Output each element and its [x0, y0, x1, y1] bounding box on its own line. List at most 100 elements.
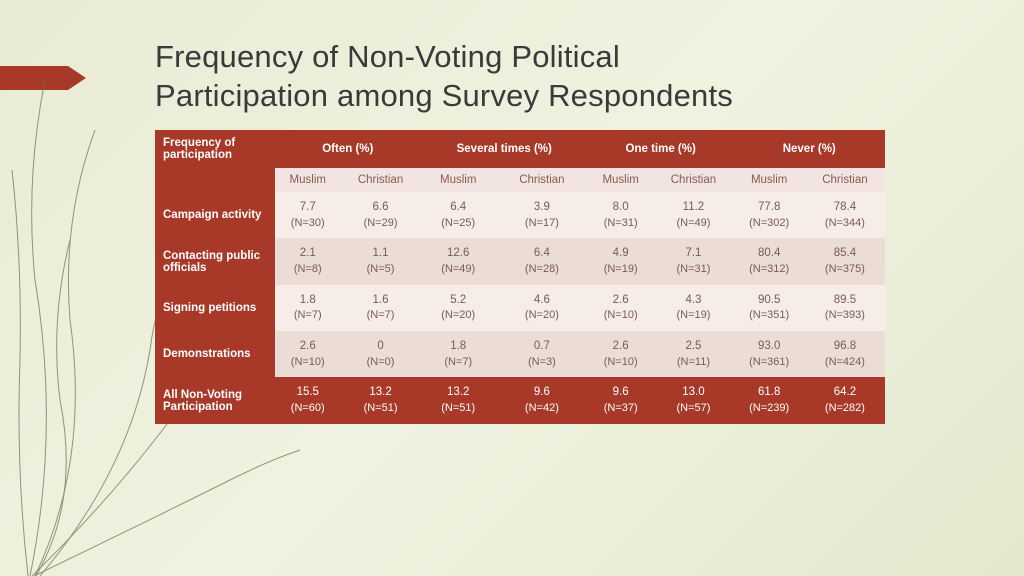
cell-percent: 93.0	[735, 339, 802, 355]
data-cell: 13.2(N=51)	[421, 377, 496, 423]
cell-n: (N=302)	[735, 216, 802, 231]
cell-percent: 9.6	[498, 385, 586, 401]
cell-n: (N=10)	[277, 355, 339, 370]
cell-n: (N=37)	[590, 401, 652, 416]
cell-n: (N=10)	[590, 355, 652, 370]
cell-percent: 2.6	[590, 339, 652, 355]
cell-n: (N=424)	[807, 355, 883, 370]
subcol: Muslim	[733, 168, 804, 192]
row-label: Contacting public officials	[155, 238, 275, 284]
data-cell: 7.7(N=30)	[275, 192, 341, 238]
cell-percent: 64.2	[807, 385, 883, 401]
cell-n: (N=31)	[655, 262, 731, 277]
cell-percent: 2.1	[277, 246, 339, 262]
data-cell: 1.8(N=7)	[275, 285, 341, 331]
data-cell: 4.9(N=19)	[588, 238, 654, 284]
data-cell: 77.8(N=302)	[733, 192, 804, 238]
cell-percent: 96.8	[807, 339, 883, 355]
data-cell: 13.0(N=57)	[653, 377, 733, 423]
cell-percent: 1.6	[343, 293, 419, 309]
data-cell: 1.1(N=5)	[341, 238, 421, 284]
cell-n: (N=49)	[655, 216, 731, 231]
cell-n: (N=25)	[423, 216, 494, 231]
col-group-never: Never (%)	[733, 130, 885, 168]
subcol: Muslim	[275, 168, 341, 192]
cell-n: (N=7)	[343, 308, 419, 323]
cell-percent: 7.1	[655, 246, 731, 262]
corner-label: Frequency of participation	[155, 130, 275, 168]
cell-percent: 6.4	[423, 200, 494, 216]
table-row: Demonstrations2.6(N=10)0(N=0)1.8(N=7)0.7…	[155, 331, 885, 377]
cell-percent: 89.5	[807, 293, 883, 309]
data-cell: 12.6(N=49)	[421, 238, 496, 284]
data-cell: 1.8(N=7)	[421, 331, 496, 377]
data-cell: 0.7(N=3)	[496, 331, 588, 377]
cell-percent: 4.9	[590, 246, 652, 262]
cell-n: (N=51)	[423, 401, 494, 416]
col-group-often: Often (%)	[275, 130, 421, 168]
data-cell: 64.2(N=282)	[805, 377, 885, 423]
data-cell: 7.1(N=31)	[653, 238, 733, 284]
cell-n: (N=49)	[423, 262, 494, 277]
data-cell: 2.5(N=11)	[653, 331, 733, 377]
cell-percent: 5.2	[423, 293, 494, 309]
cell-percent: 3.9	[498, 200, 586, 216]
cell-percent: 0.7	[498, 339, 586, 355]
cell-n: (N=361)	[735, 355, 802, 370]
subcol: Christian	[805, 168, 885, 192]
subcol: Christian	[653, 168, 733, 192]
cell-percent: 0	[343, 339, 419, 355]
cell-n: (N=30)	[277, 216, 339, 231]
data-cell: 15.5(N=60)	[275, 377, 341, 423]
cell-n: (N=7)	[277, 308, 339, 323]
cell-n: (N=42)	[498, 401, 586, 416]
data-cell: 6.6(N=29)	[341, 192, 421, 238]
table-body: Campaign activity7.7(N=30)6.6(N=29)6.4(N…	[155, 192, 885, 424]
cell-n: (N=344)	[807, 216, 883, 231]
table-row: Campaign activity7.7(N=30)6.6(N=29)6.4(N…	[155, 192, 885, 238]
data-cell: 2.6(N=10)	[588, 331, 654, 377]
data-cell: 4.3(N=19)	[653, 285, 733, 331]
cell-percent: 15.5	[277, 385, 339, 401]
data-cell: 93.0(N=361)	[733, 331, 804, 377]
cell-percent: 13.0	[655, 385, 731, 401]
data-cell: 1.6(N=7)	[341, 285, 421, 331]
row-label: Demonstrations	[155, 331, 275, 377]
cell-n: (N=60)	[277, 401, 339, 416]
cell-n: (N=51)	[343, 401, 419, 416]
row-label: Signing petitions	[155, 285, 275, 331]
cell-percent: 11.2	[655, 200, 731, 216]
data-cell: 9.6(N=42)	[496, 377, 588, 423]
cell-percent: 61.8	[735, 385, 802, 401]
row-label: Campaign activity	[155, 192, 275, 238]
title-line-1: Frequency of Non-Voting Political	[155, 39, 620, 74]
data-cell: 8.0(N=31)	[588, 192, 654, 238]
table-row: Signing petitions1.8(N=7)1.6(N=7)5.2(N=2…	[155, 285, 885, 331]
cell-percent: 2.5	[655, 339, 731, 355]
cell-n: (N=7)	[423, 355, 494, 370]
cell-n: (N=31)	[590, 216, 652, 231]
cell-n: (N=393)	[807, 308, 883, 323]
cell-percent: 77.8	[735, 200, 802, 216]
cell-percent: 2.6	[277, 339, 339, 355]
cell-n: (N=5)	[343, 262, 419, 277]
data-cell: 13.2(N=51)	[341, 377, 421, 423]
cell-n: (N=351)	[735, 308, 802, 323]
cell-percent: 1.8	[423, 339, 494, 355]
data-cell: 61.8(N=239)	[733, 377, 804, 423]
data-cell: 4.6(N=20)	[496, 285, 588, 331]
cell-n: (N=28)	[498, 262, 586, 277]
cell-percent: 90.5	[735, 293, 802, 309]
table-header-row-2: Muslim Christian Muslim Christian Muslim…	[155, 168, 885, 192]
cell-percent: 4.3	[655, 293, 731, 309]
cell-n: (N=17)	[498, 216, 586, 231]
cell-n: (N=3)	[498, 355, 586, 370]
table-header-row-1: Frequency of participation Often (%) Sev…	[155, 130, 885, 168]
cell-n: (N=239)	[735, 401, 802, 416]
data-cell: 9.6(N=37)	[588, 377, 654, 423]
cell-percent: 12.6	[423, 246, 494, 262]
data-cell: 2.1(N=8)	[275, 238, 341, 284]
cell-n: (N=20)	[423, 308, 494, 323]
cell-percent: 85.4	[807, 246, 883, 262]
cell-n: (N=282)	[807, 401, 883, 416]
